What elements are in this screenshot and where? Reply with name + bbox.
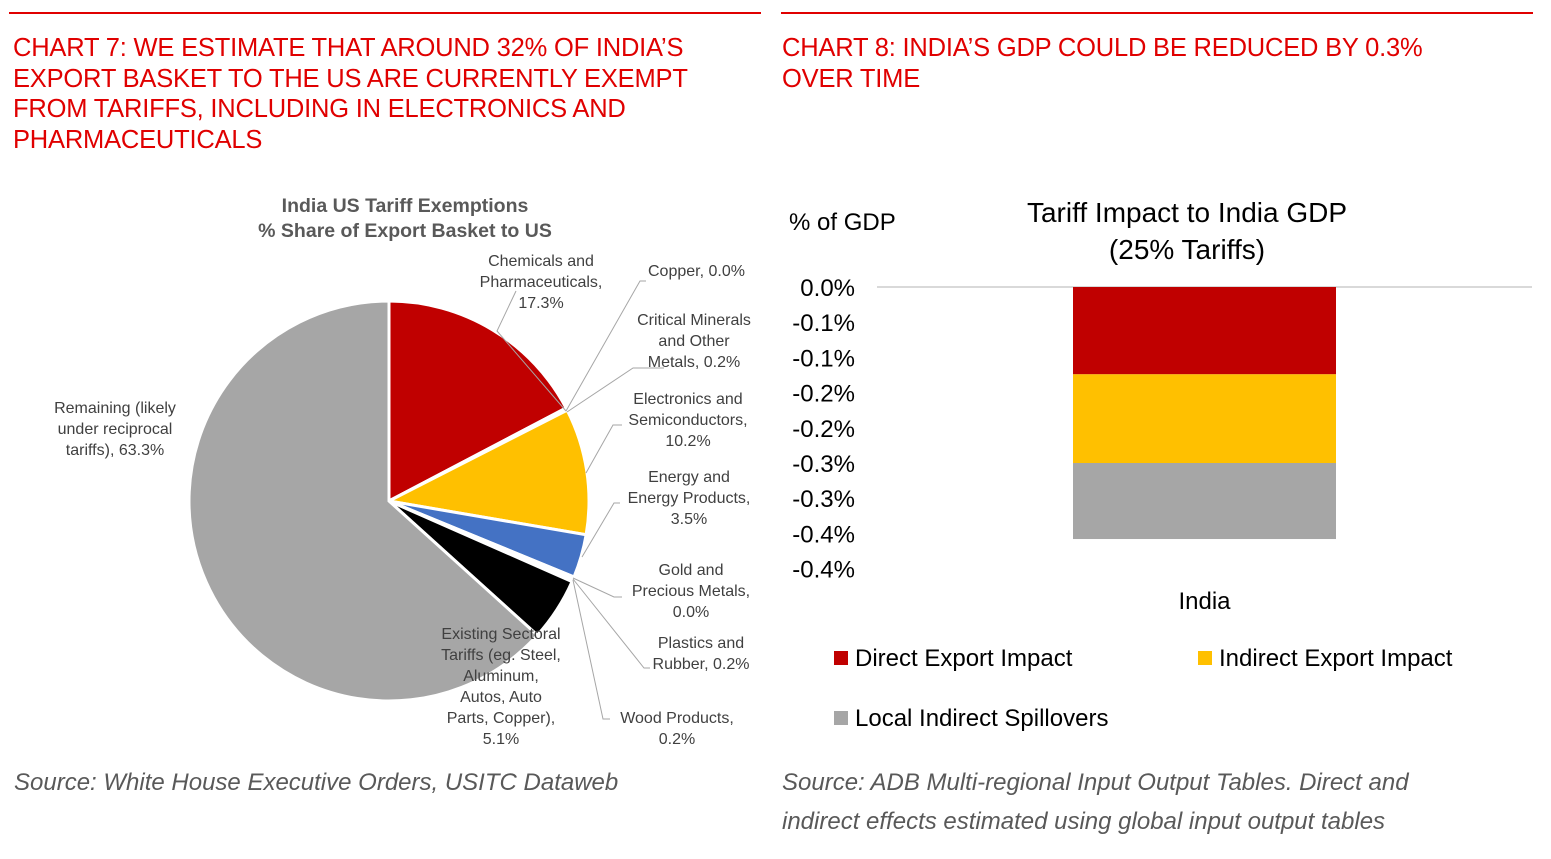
- pie-label-line: Autos, Auto: [460, 689, 542, 706]
- chart7-heading-line: PHARMACEUTICALS: [13, 125, 263, 154]
- legend-label: Local Indirect Spillovers: [855, 705, 1108, 732]
- pie-label-line: Plastics and: [658, 635, 744, 652]
- pie-label-line: Aluminum,: [463, 668, 539, 685]
- pie-label-line: 5.1%: [483, 731, 519, 748]
- y-tick-label: -0.1%: [792, 345, 855, 372]
- pie-label-line: Pharmaceuticals,: [480, 274, 603, 291]
- left-top-rule: [9, 12, 761, 14]
- chart8-source: Source: ADB Multi-regional Input Output …: [782, 763, 1409, 841]
- bar-chart: % of GDP Tariff Impact to India GDP (25%…: [789, 197, 1532, 732]
- pie-label-line: Energy Products,: [628, 490, 751, 507]
- pie-label-line: Energy and: [648, 469, 730, 486]
- bar-title-line-2: (25% Tariffs): [1109, 234, 1265, 265]
- bar-segment-indirect-export-impact: [1073, 374, 1336, 463]
- legend-swatch: [834, 651, 848, 665]
- pie-label-energy-and-energy-products: Energy and Energy Products, 3.5%: [628, 469, 751, 528]
- chart7-source: Source: White House Executive Orders, US…: [14, 769, 619, 796]
- pie-label-line: Gold and: [659, 562, 724, 579]
- pie-leader-copper: [565, 280, 646, 412]
- chart8-source-line: Source: ADB Multi-regional Input Output …: [782, 769, 1409, 796]
- pie-label-line: Semiconductors,: [628, 412, 747, 429]
- pie-label-line: 0.0%: [673, 604, 709, 621]
- pie-label-line: Critical Minerals: [637, 312, 751, 329]
- chart8-source-line: indirect effects estimated using global …: [782, 808, 1386, 835]
- pie-leader-energy-and-energy-products: [581, 502, 620, 558]
- pie-label-critical-minerals-and-other-metals: Critical Minerals and Other Metals, 0.2%: [637, 312, 751, 371]
- pie-slice-chemicals-and-pharmaceuticals: [387, 299, 569, 504]
- legend-item-indirect-export-impact: Indirect Export Impact: [1198, 645, 1453, 672]
- pie-leader-electronics-and-semiconductors: [585, 424, 622, 474]
- pie-label-remaining-likely-under-reciprocal-tariffs: Remaining (likely under reciprocal tariffs…: [54, 400, 176, 459]
- pie-label-line: Parts, Copper),: [447, 710, 555, 727]
- legend-swatch: [834, 711, 848, 725]
- pie-label-line: 10.2%: [665, 433, 710, 450]
- right-top-rule: [781, 12, 1533, 14]
- pie-label-line: tariffs), 63.3%: [66, 442, 164, 459]
- legend-item-local-indirect-spillovers: Local Indirect Spillovers: [834, 705, 1108, 732]
- pie-label-copper: Copper, 0.0%: [648, 263, 745, 280]
- chart8-heading-line: OVER TIME: [782, 64, 921, 93]
- x-category-label: India: [1178, 588, 1231, 615]
- chart7-heading-line: FROM TARIFFS, INCLUDING IN ELECTRONICS A…: [13, 95, 626, 123]
- bar-segment-direct-export-impact: [1073, 287, 1336, 375]
- pie-label-line: 17.3%: [518, 295, 563, 312]
- y-axis-label: % of GDP: [789, 209, 896, 236]
- legend-label: Indirect Export Impact: [1219, 645, 1453, 672]
- pie-leader-plastics-and-rubber: [572, 578, 650, 669]
- pie-label-existing-sectoral-tariffs-eg-steel-aluminum-autos-auto-parts-copper: Existing Sectoral Tariffs (eg. Steel, Alum…: [441, 626, 561, 748]
- y-tick-label: -0.4%: [792, 521, 855, 548]
- pie-leader-critical-minerals-and-other-metals: [566, 367, 664, 413]
- pie-label-line: 0.2%: [659, 731, 695, 748]
- pie-label-chemicals-and-pharmaceuticals: Chemicals and Pharmaceuticals, 17.3%: [480, 253, 603, 312]
- pie-label-electronics-and-semiconductors: Electronics and Semiconductors, 10.2%: [628, 391, 747, 450]
- pie-slice-remaining-likely-under-reciprocal-tariffs: [187, 299, 540, 703]
- pie-label-line: 3.5%: [671, 511, 707, 528]
- y-tick-label: -0.2%: [792, 381, 855, 408]
- y-tick-label: -0.2%: [792, 416, 855, 443]
- legend-item-direct-export-impact: Direct Export Impact: [834, 645, 1073, 672]
- pie-label-line: Copper, 0.0%: [648, 263, 745, 280]
- y-tick-label: -0.3%: [792, 486, 855, 513]
- pie-label-line: Precious Metals,: [632, 583, 750, 600]
- pie-label-line: Chemicals and: [488, 253, 594, 270]
- pie-label-line: Metals, 0.2%: [648, 354, 740, 371]
- bar-title-line-1: Tariff Impact to India GDP: [1027, 197, 1347, 228]
- chart7-heading-line: CHART 7: WE ESTIMATE THAT AROUND 32% OF …: [13, 34, 684, 62]
- y-tick-label: 0.0%: [800, 275, 855, 302]
- pie-title-line-2: % Share of Export Basket to US: [258, 220, 552, 242]
- chart7-heading-line: EXPORT BASKET TO THE US ARE CURRENTLY EX…: [13, 64, 688, 93]
- pie-title-line-1: India US Tariff Exemptions: [282, 195, 529, 217]
- pie-leader-gold-and-precious-metals: [572, 577, 622, 598]
- pie-label-line: Wood Products,: [620, 710, 734, 727]
- y-tick-label: -0.4%: [792, 557, 855, 584]
- legend-label: Direct Export Impact: [855, 645, 1073, 672]
- chart8-heading-line: CHART 8: INDIA’S GDP COULD BE REDUCED BY…: [782, 34, 1423, 62]
- pie-leader-chemicals-and-pharmaceuticals: [496, 290, 567, 412]
- y-tick-label: -0.3%: [792, 451, 855, 478]
- pie-label-line: Remaining (likely: [54, 400, 176, 417]
- pie-label-line: Tariffs (eg. Steel,: [441, 647, 561, 664]
- pie-label-gold-and-precious-metals: Gold and Precious Metals, 0.0%: [632, 562, 750, 621]
- pie-label-line: under reciprocal: [58, 421, 173, 438]
- pie-chart: India US Tariff Exemptions % Share of Ex…: [54, 195, 751, 748]
- pie-leader-wood-products: [572, 579, 610, 720]
- legend-swatch: [1198, 651, 1212, 665]
- pie-label-line: Existing Sectoral: [441, 626, 560, 643]
- pie-label-line: and Other: [658, 333, 730, 350]
- pie-label-plastics-and-rubber: Plastics and Rubber, 0.2%: [653, 635, 750, 673]
- pie-label-wood-products: Wood Products, 0.2%: [620, 710, 734, 748]
- y-tick-label: -0.1%: [792, 310, 855, 337]
- chart7-heading: CHART 7: WE ESTIMATE THAT AROUND 32% OF …: [13, 33, 688, 155]
- pie-label-line: Electronics and: [633, 391, 742, 408]
- pie-label-line: Rubber, 0.2%: [653, 656, 750, 673]
- chart8-heading: CHART 8: INDIA’S GDP COULD BE REDUCED BY…: [782, 33, 1423, 94]
- bar-segment-local-indirect-spillovers: [1073, 463, 1336, 540]
